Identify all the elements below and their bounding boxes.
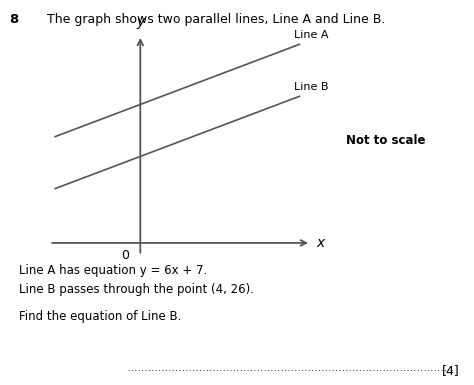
Text: Line A: Line A xyxy=(294,30,328,40)
Text: y: y xyxy=(136,15,145,29)
Text: The graph shows two parallel lines, Line A and Line B.: The graph shows two parallel lines, Line… xyxy=(47,13,386,27)
Text: [4]: [4] xyxy=(442,364,460,377)
Text: Line B passes through the point (4, 26).: Line B passes through the point (4, 26). xyxy=(19,283,254,296)
Text: Line A has equation y = 6x + 7.: Line A has equation y = 6x + 7. xyxy=(19,264,207,277)
Text: 8: 8 xyxy=(9,13,19,27)
Text: 0: 0 xyxy=(121,249,129,262)
Text: Not to scale: Not to scale xyxy=(346,134,426,147)
Text: Find the equation of Line B.: Find the equation of Line B. xyxy=(19,310,182,323)
Text: x: x xyxy=(317,236,325,250)
Text: Line B: Line B xyxy=(294,82,328,92)
